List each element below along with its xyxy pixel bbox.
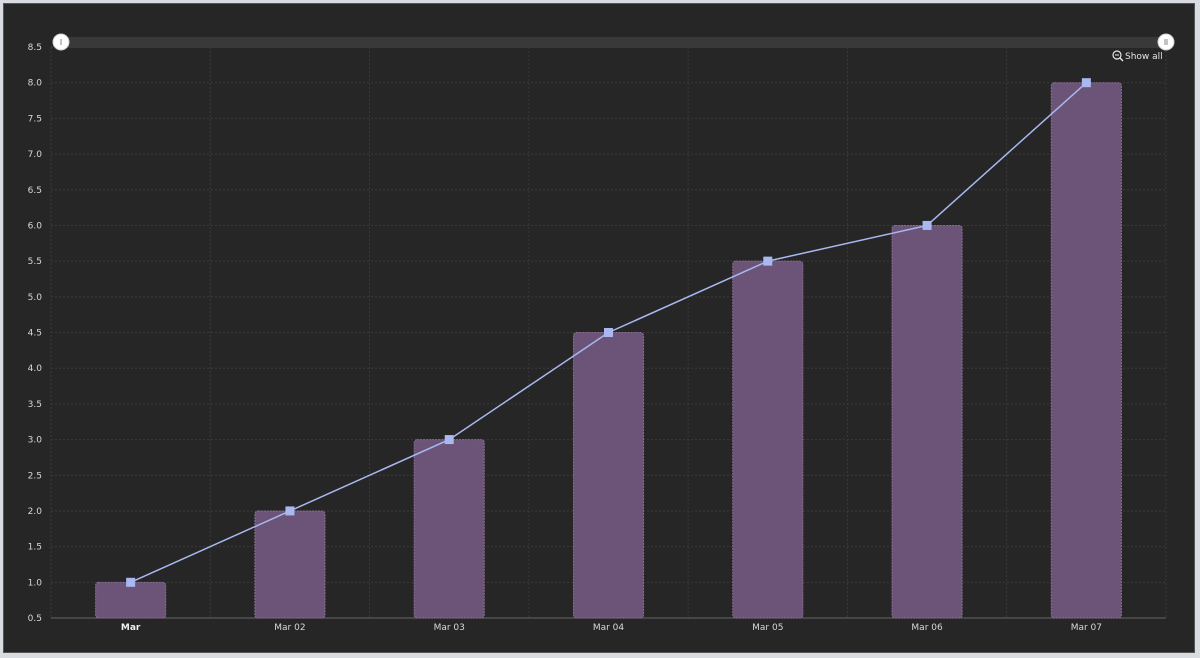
y-tick-label: 0.5 [28, 614, 42, 624]
bar[interactable] [413, 439, 485, 619]
bar-series [95, 82, 1122, 619]
y-tick-label: 1.0 [28, 578, 43, 588]
bar[interactable] [891, 224, 963, 619]
show-all-button[interactable]: Show all [1112, 50, 1163, 62]
line-series [126, 78, 1091, 587]
scrollbar-end-grip[interactable] [1157, 33, 1175, 51]
x-tick-label: Mar [121, 623, 141, 633]
y-tick-label: 6.0 [28, 221, 43, 231]
y-tick-label: 2.5 [28, 471, 42, 481]
y-tick-label: 2.0 [28, 507, 43, 517]
y-axis: 0.5 1.0 1.5 2.0 2.5 3.0 3.5 4.0 4.5 5.0 5.5 6.0 6.5 7… [28, 43, 43, 624]
y-tick-label: 1.5 [28, 543, 42, 553]
x-tick-label: Mar 03 [434, 623, 465, 633]
line-point[interactable] [444, 435, 454, 445]
show-all-label[interactable]: Show all [1125, 52, 1163, 62]
bar[interactable] [1050, 82, 1122, 619]
x-tick-label: Mar 04 [593, 623, 625, 633]
y-tick-label: 8.0 [28, 79, 43, 89]
scrollbar-start-grip[interactable] [52, 33, 70, 51]
y-tick-label: 5.0 [28, 293, 43, 303]
line-point[interactable] [922, 220, 932, 230]
bar[interactable] [572, 332, 645, 619]
grid-lines [50, 46, 1167, 619]
line-point[interactable] [604, 328, 613, 337]
y-tick-label: 4.5 [28, 329, 42, 339]
x-axis: Mar Mar 02 Mar 03 Mar 04 Mar 05 Mar 06 Mar 07 [121, 623, 1102, 633]
x-tick-label: Mar 02 [274, 623, 305, 633]
bar[interactable] [254, 510, 326, 619]
line-point[interactable] [1081, 78, 1091, 88]
chart-frame: 0.5 1.0 1.5 2.0 2.5 3.0 3.5 4.0 4.5 5.0 5.5 6.0 6.5 7… [3, 3, 1195, 653]
zoom-out-icon [1112, 50, 1124, 62]
y-tick-label: 6.5 [28, 186, 42, 196]
y-tick-label: 5.5 [28, 257, 42, 267]
bar[interactable] [732, 260, 804, 619]
bar[interactable] [95, 581, 167, 619]
y-tick-label: 7.0 [28, 150, 43, 160]
scrollbar-track[interactable] [61, 37, 1166, 48]
y-tick-label: 7.5 [28, 114, 42, 124]
y-tick-label: 8.5 [28, 43, 42, 53]
line-point[interactable] [285, 506, 295, 516]
x-tick-label: Mar 06 [911, 623, 943, 633]
x-tick-label: Mar 05 [752, 623, 783, 633]
line-point[interactable] [126, 577, 136, 587]
y-tick-label: 3.5 [28, 400, 42, 410]
x-tick-label: Mar 07 [1071, 623, 1102, 633]
line-point[interactable] [763, 256, 773, 266]
y-tick-label: 4.0 [28, 364, 43, 374]
y-tick-label: 3.0 [28, 436, 43, 446]
combo-chart: 0.5 1.0 1.5 2.0 2.5 3.0 3.5 4.0 4.5 5.0 5.5 6.0 6.5 7… [28, 33, 1175, 633]
